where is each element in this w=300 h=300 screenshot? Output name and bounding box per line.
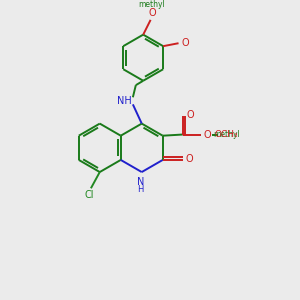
Text: O: O bbox=[181, 38, 189, 48]
Text: O: O bbox=[186, 110, 194, 120]
Text: methyl: methyl bbox=[213, 130, 240, 139]
Text: NH: NH bbox=[117, 96, 132, 106]
Text: methyl: methyl bbox=[139, 0, 166, 9]
Text: H: H bbox=[137, 185, 143, 194]
Text: N: N bbox=[136, 176, 144, 187]
Text: OCH₃: OCH₃ bbox=[214, 130, 238, 139]
Text: O: O bbox=[185, 154, 193, 164]
Text: O: O bbox=[203, 130, 211, 140]
Text: Cl: Cl bbox=[85, 190, 94, 200]
Text: O: O bbox=[148, 8, 156, 18]
